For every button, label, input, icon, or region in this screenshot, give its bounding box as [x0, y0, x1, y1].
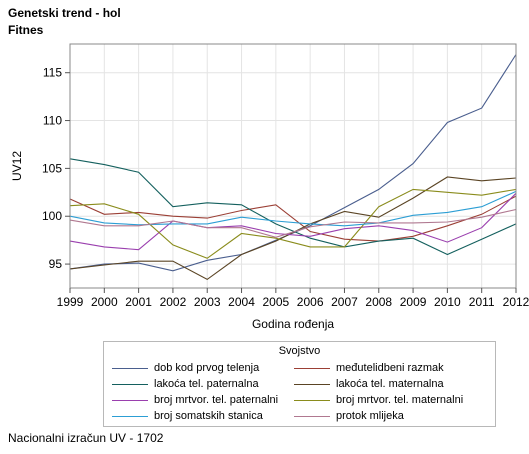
y-tick-label: 100 [42, 209, 62, 223]
x-tick-label: 2006 [297, 295, 324, 309]
x-tick-label: 2011 [469, 295, 495, 309]
legend-item: broj mrtvor. tel. maternalni [294, 393, 463, 407]
y-tick-label: 110 [43, 114, 62, 128]
legend-label: broj somatskih stanica [154, 410, 263, 422]
legend-item: broj somatskih stanica [112, 409, 263, 423]
legend: Svojstvo dob kod prvog telenja međutelidb… [103, 341, 496, 427]
legend-item: broj mrtvor. tel. paternalni [112, 393, 278, 407]
legend-label: lakoća tel. paternalna [154, 378, 259, 390]
y-tick-label: 115 [43, 66, 62, 80]
legend-swatch [294, 367, 330, 369]
legend-swatch [112, 367, 148, 369]
series-line-5 [69, 192, 517, 251]
y-tick-label: 95 [49, 257, 63, 271]
legend-item: dob kod prvog telenja [112, 361, 259, 375]
series-line-8 [69, 208, 517, 238]
legend-item: lakoća tel. maternalna [294, 377, 444, 391]
x-tick-label: 2003 [194, 295, 221, 309]
x-tick-label: 2009 [400, 295, 427, 309]
legend-swatch [294, 399, 330, 401]
legend-item: protok mlijeka [294, 409, 404, 423]
series-line-6 [69, 188, 517, 259]
legend-swatch [294, 415, 330, 417]
legend-item: međutelidbeni razmak [294, 361, 444, 375]
x-tick-label: 2007 [331, 295, 358, 309]
legend-label: broj mrtvor. tel. maternalni [336, 394, 464, 406]
x-tick-label: 2004 [228, 295, 255, 309]
x-tick-label: 2012 [503, 295, 529, 309]
legend-item: lakoća tel. paternalna [112, 377, 259, 391]
legend-swatch [112, 415, 148, 417]
legend-label: dob kod prvog telenja [154, 362, 260, 374]
x-tick-label: 2008 [365, 295, 392, 309]
x-tick-label: 2002 [160, 295, 187, 309]
legend-label: protok mlijeka [336, 410, 404, 422]
chart-title: Genetski trend - hol [8, 6, 121, 20]
legend-swatch [294, 383, 330, 385]
legend-swatch [112, 399, 148, 401]
legend-label: lakoća tel. maternalna [336, 378, 444, 390]
x-tick-label: 1999 [57, 295, 84, 309]
x-tick-label: 2010 [434, 295, 461, 309]
x-tick-label: 2001 [125, 295, 152, 309]
footer-note: Nacionalni izračun UV - 1702 [8, 431, 164, 445]
legend-swatch [112, 383, 148, 385]
series-line-2 [69, 195, 517, 242]
chart-subtitle: Fitnes [8, 23, 44, 37]
x-axis-label: Godina rođenja [252, 317, 334, 331]
y-axis-label: UV12 [10, 151, 24, 181]
y-tick-label: 105 [42, 161, 62, 175]
plot-frame [69, 43, 517, 289]
series-line-1 [69, 54, 517, 272]
x-tick-label: 2005 [262, 295, 289, 309]
legend-title: Svojstvo [278, 345, 321, 357]
x-tick-label: 2000 [91, 295, 118, 309]
series-line-7 [69, 190, 517, 227]
legend-label: međutelidbeni razmak [336, 362, 444, 374]
legend-label: broj mrtvor. tel. paternalni [154, 394, 279, 406]
series-line-3 [69, 158, 517, 256]
